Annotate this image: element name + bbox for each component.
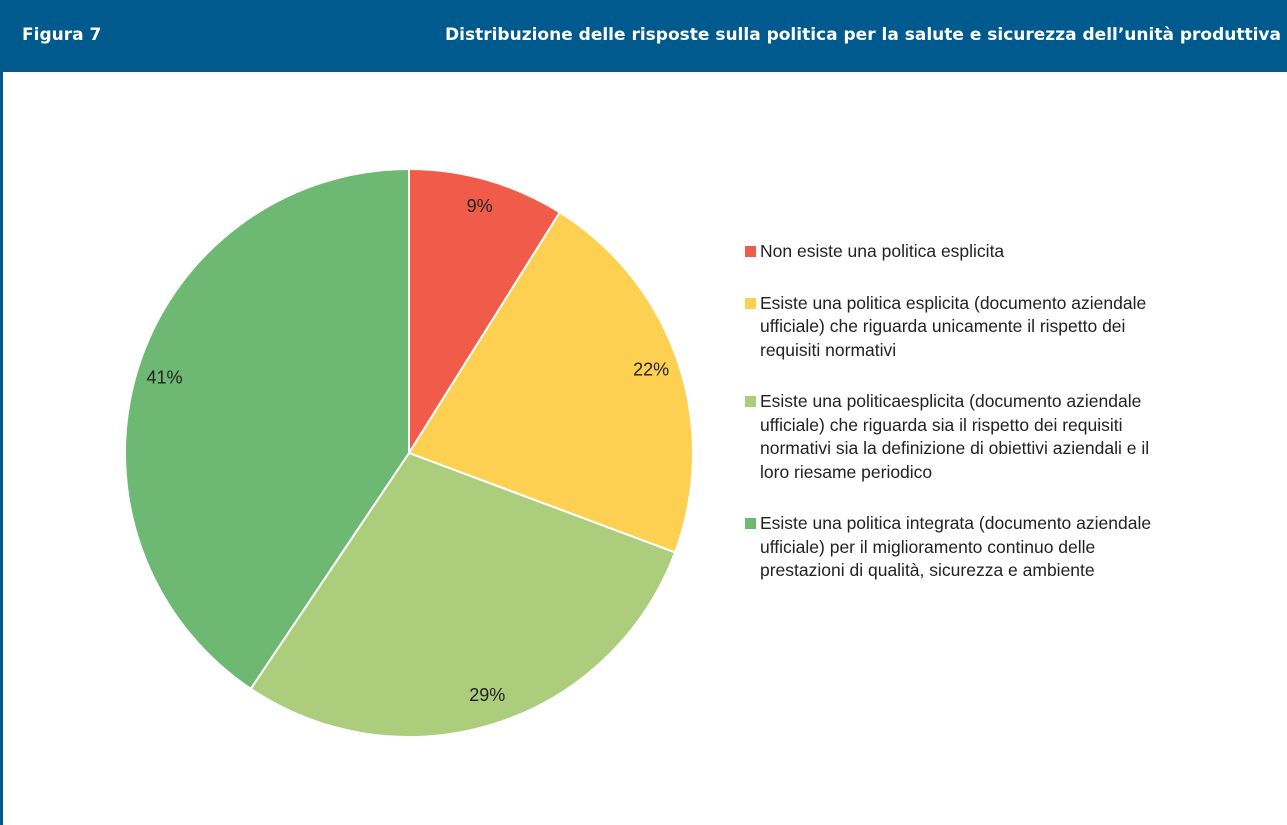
legend-swatch: [745, 297, 756, 309]
pie-slice: [407, 210, 694, 554]
legend-label: Esiste una politica esplicita (documento…: [760, 292, 1147, 360]
chart-title: Distribuzione delle risposte sulla polit…: [445, 25, 1281, 45]
legend-swatch: [745, 396, 756, 407]
legend-item: Esiste una politica integrata (documento…: [745, 512, 1165, 583]
legend-label: Esiste una politica integrata (documento…: [760, 513, 1152, 580]
figure-label: Figura 7: [22, 25, 102, 45]
legend-item: Esiste una politicaesplicita (documento …: [745, 390, 1165, 484]
legend-swatch: [745, 246, 756, 257]
frame-border: [0, 72, 3, 825]
legend-label: Esiste una politicaesplicita (documento …: [760, 391, 1150, 482]
legend-item: Esiste una politica esplicita (documento…: [745, 292, 1165, 363]
data-label: 22%: [633, 360, 669, 380]
legend-label: Non esiste una politica esplicita: [760, 241, 1005, 261]
data-label: 9%: [467, 196, 493, 216]
legend-swatch: [745, 518, 756, 529]
data-label: 41%: [146, 367, 182, 387]
legend: Non esiste una politica esplicita Esiste …: [745, 240, 1165, 611]
pie-slice: [408, 167, 562, 457]
legend-item: Non esiste una politica esplicita: [745, 240, 1165, 264]
header: Figura 7 Distribuzione delle risposte su…: [0, 0, 1287, 72]
data-label: 29%: [469, 685, 505, 705]
pie-slice: [249, 451, 677, 738]
pie-slice: [124, 167, 410, 691]
